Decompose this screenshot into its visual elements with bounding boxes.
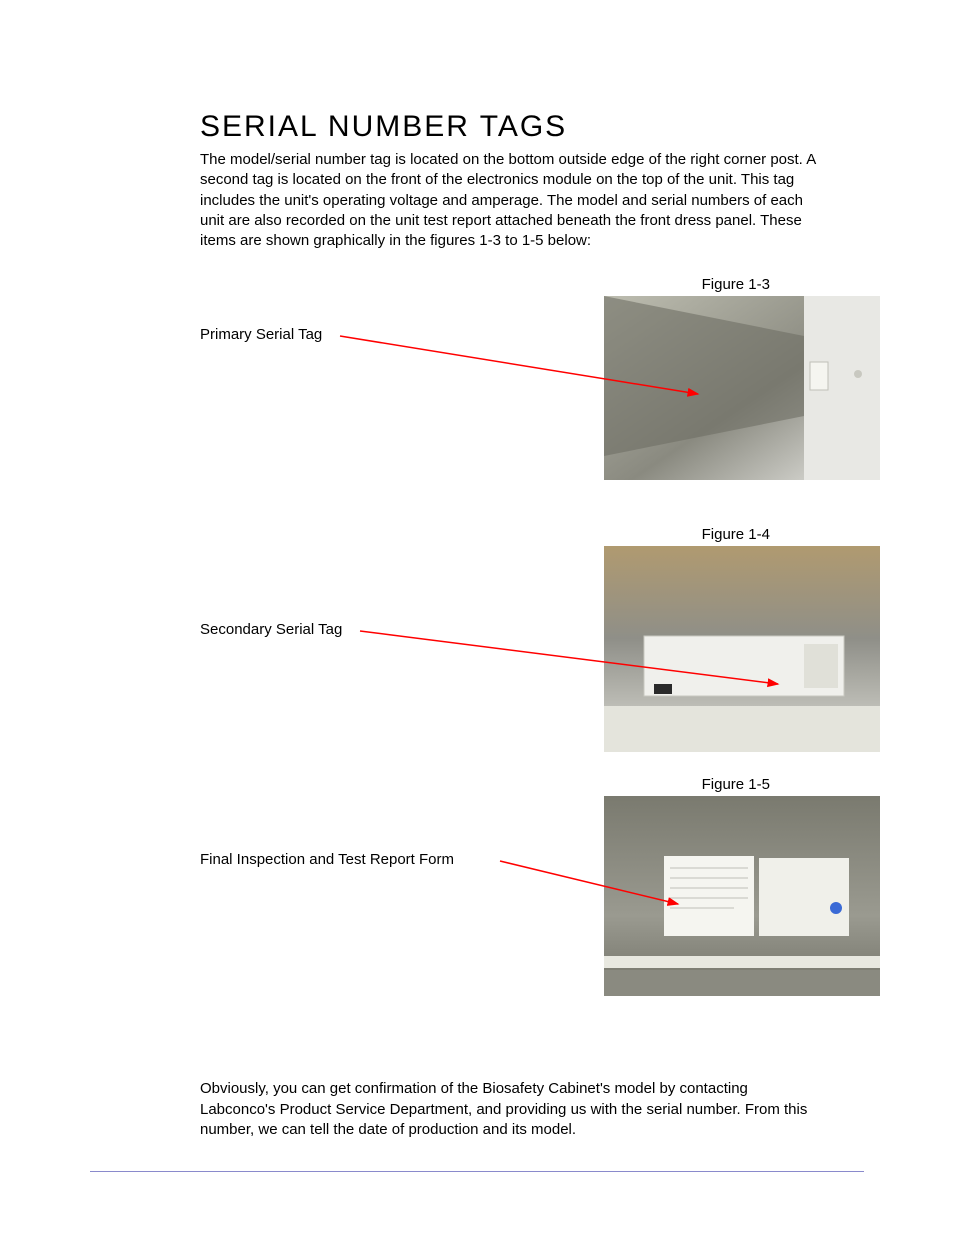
figure-1-4-block: Figure 1-4 Secondary Serial Tag — [200, 546, 880, 766]
figure-1-3-caption: Figure 1-3 — [702, 276, 770, 293]
intro-paragraph: The model/serial number tag is located o… — [200, 150, 820, 251]
document-page: SERIAL NUMBER TAGS The model/serial numb… — [0, 0, 954, 1235]
page-title: SERIAL NUMBER TAGS — [200, 110, 854, 144]
figure-1-5-caption: Figure 1-5 — [702, 776, 770, 793]
figure-1-4-caption: Figure 1-4 — [702, 526, 770, 543]
arrow-icon — [200, 796, 880, 1016]
page-rule — [90, 1171, 864, 1172]
arrow-icon — [200, 296, 880, 496]
arrow-icon — [200, 546, 880, 766]
figure-1-5-block: Figure 1-5 Final Inspection and Test Rep… — [200, 796, 880, 1016]
figure-1-3-block: Figure 1-3 Primary Serial Tag — [200, 296, 880, 496]
outro-paragraph: Obviously, you can get confirmation of t… — [200, 1079, 820, 1140]
